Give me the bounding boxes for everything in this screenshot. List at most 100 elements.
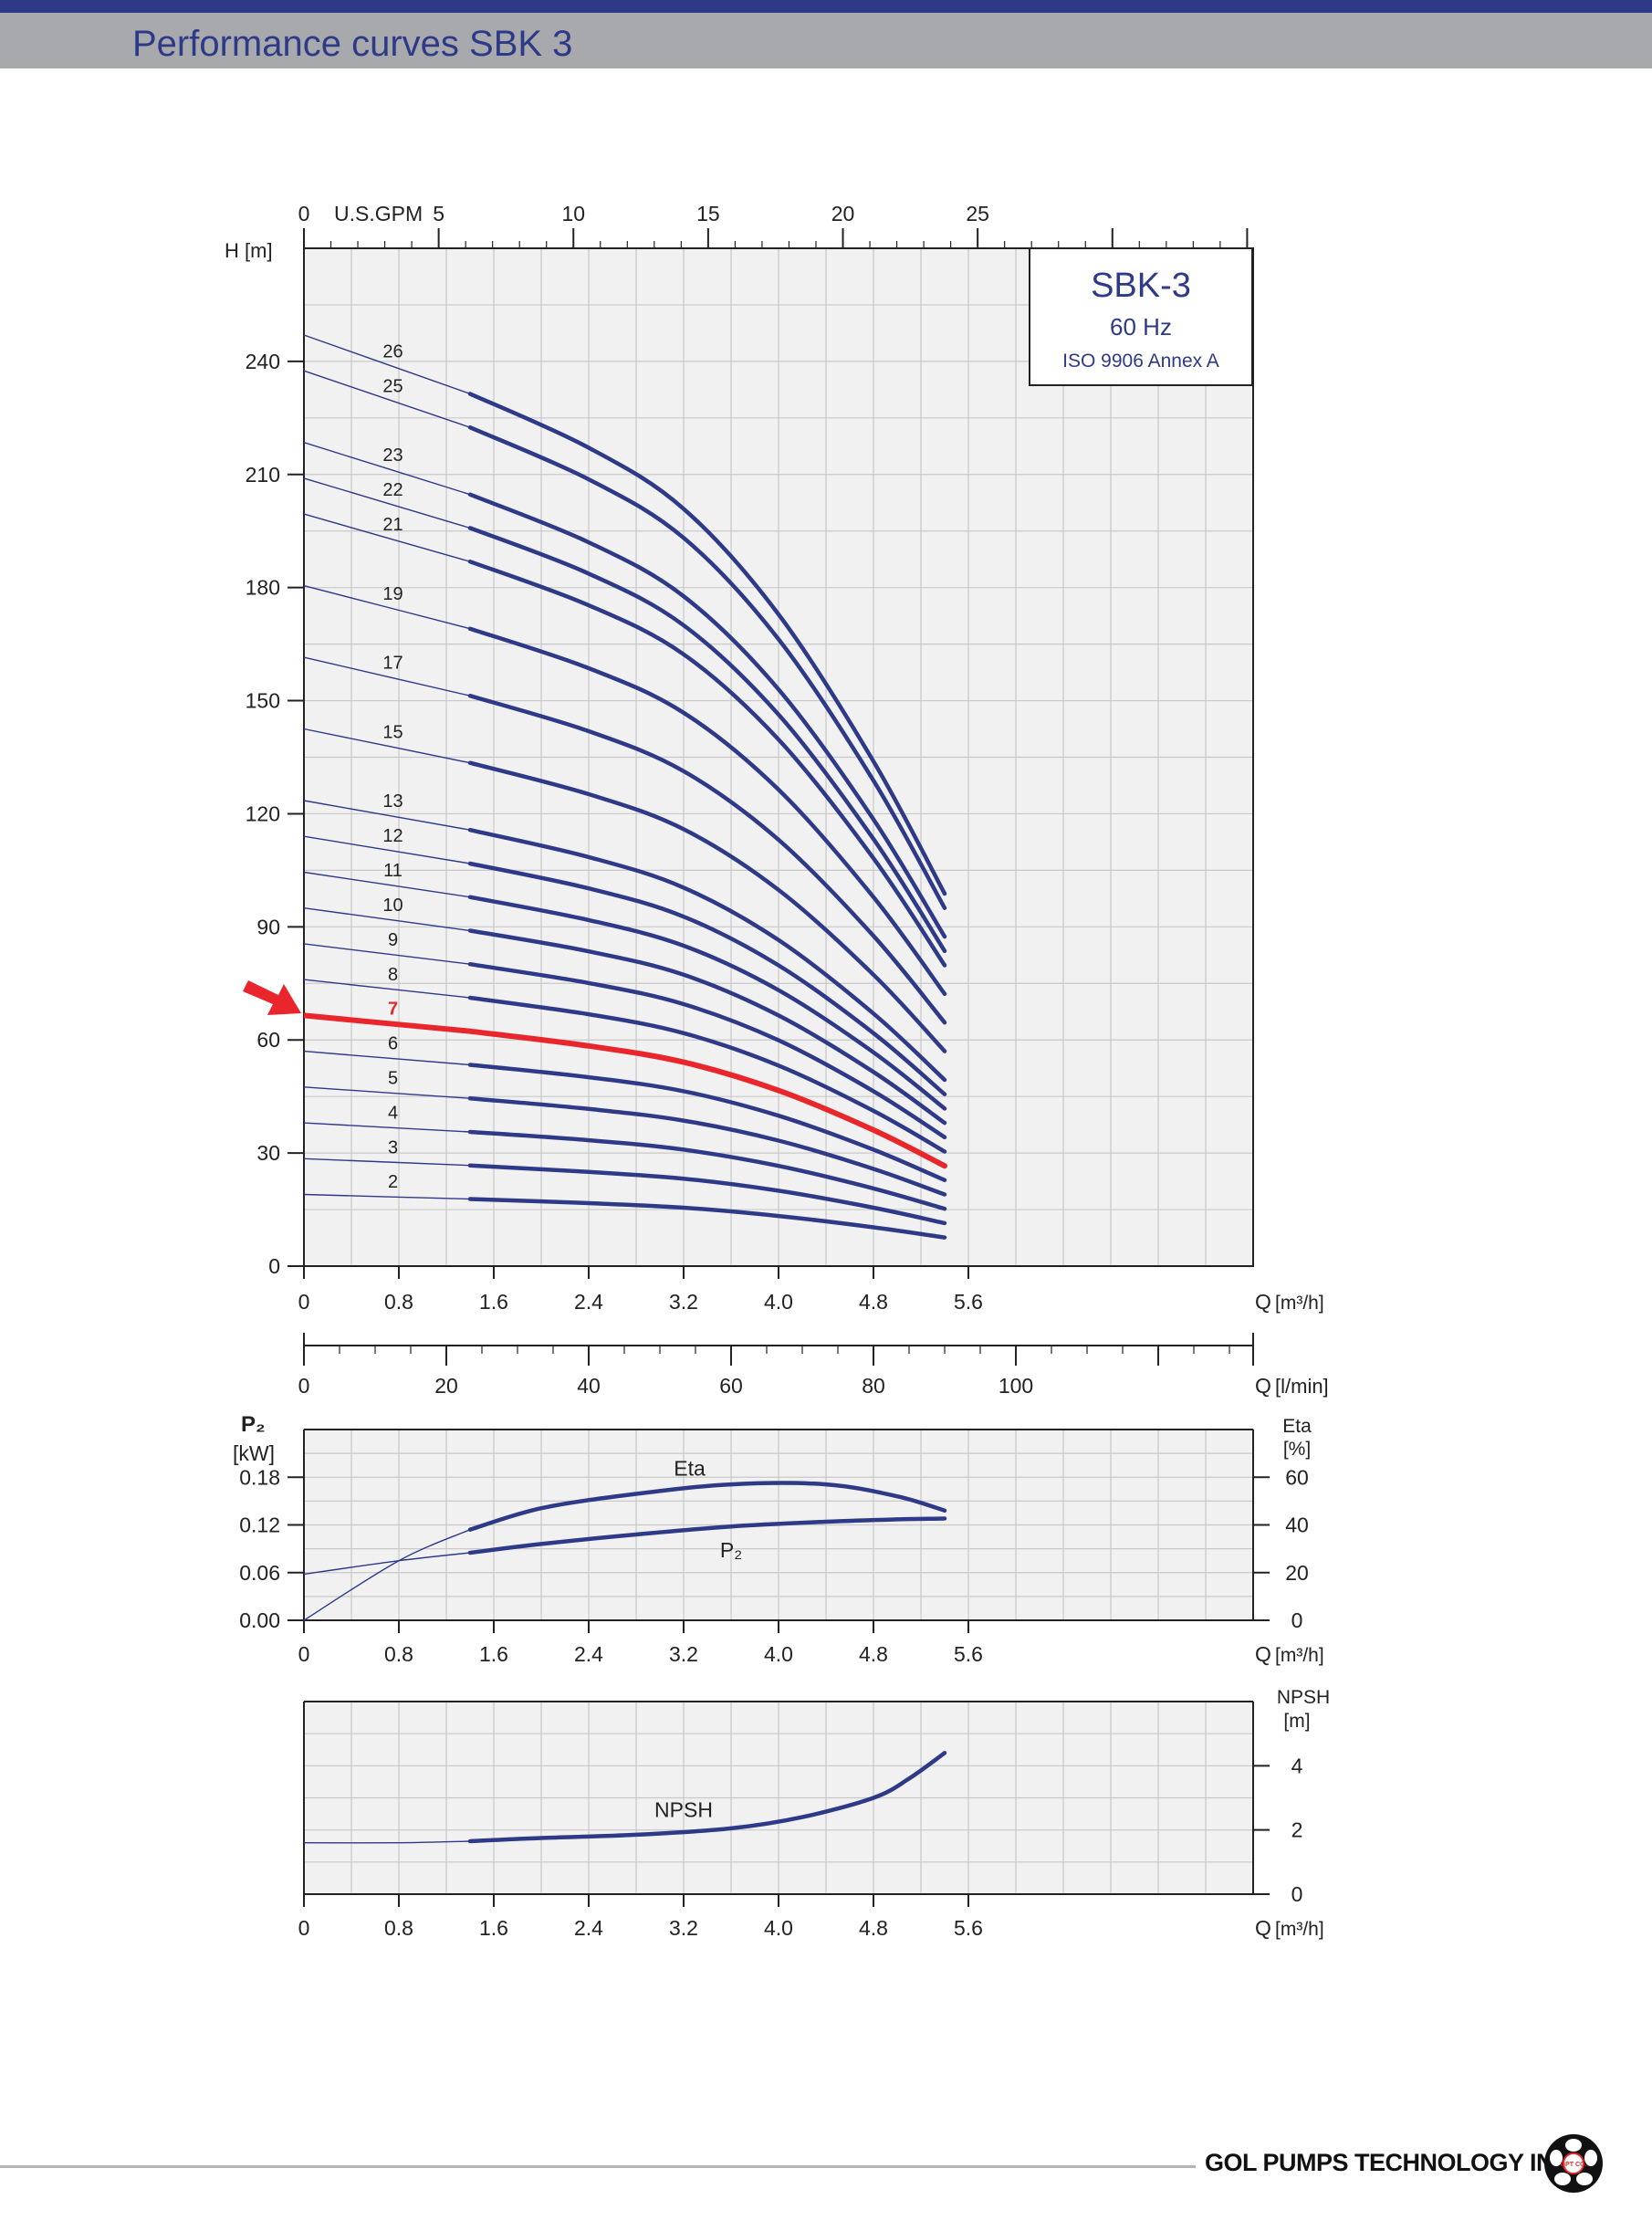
model-frequency: 60 Hz — [1110, 313, 1172, 340]
npsh-x-tick-label: 4.8 — [859, 1916, 888, 1940]
head-x-tick-label: 0.8 — [384, 1290, 413, 1314]
power-y-axis-title: P₂ — [241, 1412, 266, 1437]
stage-label: 3 — [388, 1137, 398, 1157]
stage-label: 19 — [382, 584, 403, 604]
head-curve-stage-25 — [467, 424, 947, 910]
npsh-x-axis-unit-q: Q — [1255, 1916, 1271, 1940]
series-P₂ — [467, 1516, 947, 1555]
npsh-x-tick-label: 5.6 — [954, 1916, 983, 1940]
npsh-x-tick-label: 0 — [298, 1916, 310, 1940]
npsh-y-tick-label: 2 — [1291, 1818, 1303, 1842]
head-y-tick-label: 210 — [246, 463, 280, 487]
model-name: SBK-3 — [1091, 267, 1191, 305]
eta-curve-label: Eta — [674, 1457, 706, 1481]
head-curve-stage-19 — [467, 626, 947, 997]
head-x-tick-label: 5.6 — [954, 1290, 983, 1314]
head-curve-stage-3 — [467, 1163, 947, 1226]
stage-label: 7 — [388, 1000, 398, 1020]
stage-label: 8 — [388, 965, 398, 985]
stage-label: 21 — [382, 515, 403, 535]
head-curve-stage-15-extension — [303, 728, 471, 764]
head-y-tick-label: 240 — [246, 350, 280, 373]
flow-lmin-axis: 0 20 40 60 80 100 Q [l/min] — [298, 1333, 1329, 1398]
header-rule — [0, 0, 1652, 13]
stage-label: 5 — [388, 1068, 398, 1088]
stage-label: 4 — [388, 1103, 398, 1123]
head-curve-stage-2-extension — [303, 1193, 471, 1200]
head-curve-stage-22 — [467, 526, 947, 954]
head-curve-stage-10-extension — [303, 907, 471, 932]
eta-y-tick-label: 40 — [1285, 1514, 1309, 1537]
power-x-tick-label: 4.0 — [764, 1642, 793, 1666]
head-y-tick-label: 150 — [246, 689, 280, 713]
power-x-tick-label: 1.6 — [479, 1642, 508, 1666]
arrow-icon — [243, 980, 301, 1015]
head-curve-stage-4 — [467, 1129, 947, 1211]
highlight-arrow — [243, 980, 301, 1015]
head-y-axis-title: H [m] — [225, 239, 273, 262]
head-curve-stage-10 — [467, 928, 947, 1126]
head-curve-stage-23-extension — [303, 442, 471, 496]
company-logo: GPT CO. — [1544, 2134, 1603, 2193]
series-Eta — [467, 1481, 947, 1532]
head-curve-stage-25-extension — [303, 370, 471, 428]
head-curve-stage-13-extension — [303, 800, 471, 831]
head-curve-stage-8-extension — [303, 979, 471, 999]
head-x-tick-label: 3.2 — [669, 1290, 698, 1314]
gpm-tick-label: 10 — [561, 202, 585, 225]
npsh-curve-label: NPSH — [654, 1797, 713, 1821]
head-x-axis-unit: [m³/h] — [1275, 1293, 1324, 1314]
stage-label: 15 — [382, 722, 403, 742]
power-x-tick-label: 0.8 — [384, 1642, 413, 1666]
head-x-tick-label: 0 — [298, 1290, 310, 1314]
eta-y-tick-label: 20 — [1285, 1561, 1309, 1585]
head-curve-stage-26 — [467, 392, 947, 896]
eta-y-axis-unit: [%] — [1283, 1439, 1311, 1460]
head-curve-stage-5-extension — [303, 1086, 471, 1099]
power-x-tick-label: 5.6 — [954, 1642, 983, 1666]
stage-label: 22 — [382, 480, 403, 500]
head-curve-stage-11-extension — [303, 871, 471, 898]
logo-text: GPT CO. — [1561, 2162, 1587, 2168]
head-curve-stage-9 — [467, 961, 947, 1140]
head-y-tick-label: 60 — [256, 1028, 280, 1052]
lmin-tick-label: 40 — [577, 1374, 601, 1398]
head-curve-stage-22-extension — [303, 477, 471, 529]
footer-rule — [0, 2165, 1196, 2168]
lmin-axis-unit-q: Q — [1255, 1374, 1271, 1398]
stage-label: 6 — [388, 1034, 398, 1054]
npsh-x-tick-label: 1.6 — [479, 1916, 508, 1940]
head-curve-stage-26-extension — [303, 334, 471, 395]
head-x-tick-label: 1.6 — [479, 1290, 508, 1314]
head-curve-stage-15 — [467, 760, 947, 1053]
npsh-y-axis-title: NPSH — [1277, 1687, 1330, 1708]
npsh-x-tick-label: 3.2 — [669, 1916, 698, 1940]
npsh-x-tick-label: 4.0 — [764, 1916, 793, 1940]
lmin-tick-label: 100 — [999, 1374, 1033, 1398]
p2-curve-label: P₂ — [720, 1538, 742, 1562]
head-curve-stage-12-extension — [303, 835, 471, 864]
npsh-x-axis-unit: [m³/h] — [1275, 1919, 1324, 1940]
head-curve-stage-21-extension — [303, 513, 471, 562]
head-x-tick-label: 4.8 — [859, 1290, 888, 1314]
gpm-axis-title: U.S.GPM — [334, 202, 423, 225]
gpm-tick-label: 25 — [966, 202, 989, 225]
head-curve-stage-9-extension — [303, 943, 471, 965]
model-legend-frame — [1029, 247, 1253, 386]
npsh-curve-extension — [303, 1840, 471, 1844]
npsh-curve — [467, 1751, 947, 1844]
head-curve-stage-17 — [467, 693, 947, 1025]
stage-label: 12 — [382, 826, 403, 846]
power-x-tick-label: 2.4 — [574, 1642, 603, 1666]
eta-y-axis-title: Eta — [1282, 1416, 1312, 1437]
head-y-tick-label: 120 — [246, 801, 280, 825]
head-curve-stage-3-extension — [303, 1157, 471, 1167]
head-curve-stage-21 — [467, 559, 947, 968]
npsh-chart: 0 2 4 NPSH [m] 0 0.8 1.6 2.4 3.2 4.0 4.8 5.6 Q [m³/h] N… — [298, 1687, 1331, 1940]
model-legend-box: SBK-3 60 Hz ISO 9906 Annex A — [1029, 247, 1253, 386]
npsh-y-axis-unit: [m] — [1283, 1711, 1310, 1732]
power-x-tick-label: 0 — [298, 1642, 310, 1666]
power-y-tick-label: 0.00 — [239, 1608, 280, 1632]
